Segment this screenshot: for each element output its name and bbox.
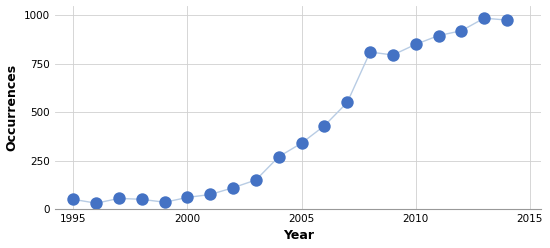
Point: [274, 155, 283, 159]
Point: [297, 141, 306, 145]
Point: [320, 124, 329, 128]
X-axis label: Year: Year: [283, 229, 313, 243]
Point: [229, 186, 238, 190]
Point: [503, 18, 512, 22]
Point: [366, 50, 375, 54]
Point: [138, 197, 146, 201]
Point: [160, 200, 169, 204]
Point: [343, 100, 351, 104]
Point: [114, 196, 123, 200]
Point: [206, 192, 214, 196]
Point: [457, 29, 466, 33]
Point: [183, 195, 192, 199]
Point: [388, 53, 397, 57]
Point: [434, 34, 443, 38]
Point: [411, 42, 420, 46]
Point: [69, 197, 78, 201]
Y-axis label: Occurrences: Occurrences: [6, 64, 19, 151]
Point: [92, 201, 101, 205]
Point: [480, 16, 488, 20]
Point: [251, 178, 260, 182]
